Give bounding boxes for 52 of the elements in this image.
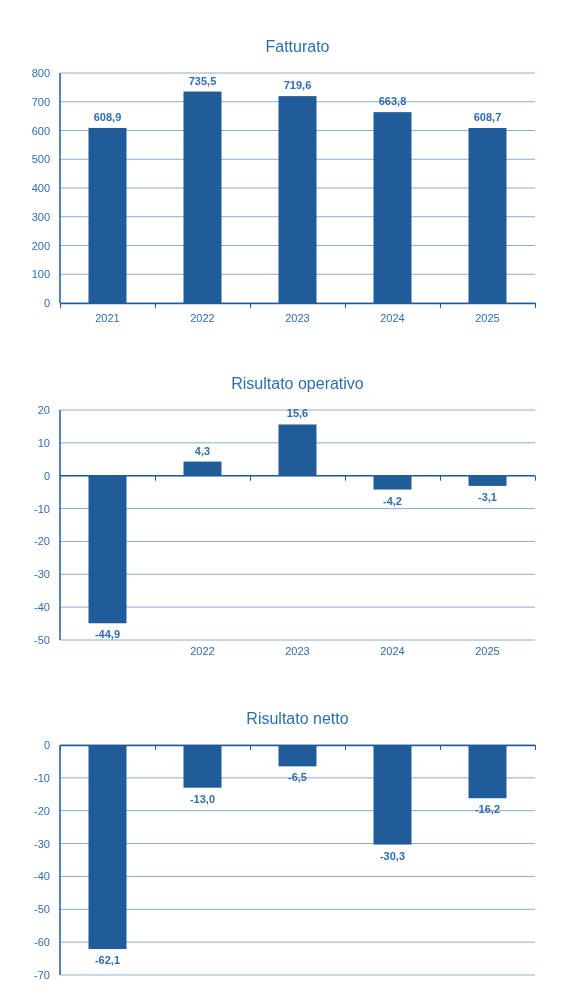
y-tick-label: 200	[31, 239, 50, 252]
y-tick-label: -40	[34, 870, 50, 883]
y-tick-label: -30	[34, 837, 50, 850]
data-label: -30,3	[379, 849, 406, 862]
x-tick-label: 2023	[285, 645, 310, 657]
y-tick-label: 0	[43, 297, 50, 309]
y-tick-label: 100	[31, 268, 50, 281]
x-tick-label: 2024	[380, 645, 405, 657]
chart-title: Risultato netto	[246, 710, 349, 727]
y-tick-label: -60	[34, 936, 50, 949]
y-tick-label: 0	[43, 739, 50, 751]
x-tick-label: 2023	[285, 312, 310, 324]
data-label: -62,1	[94, 954, 121, 967]
data-label: 719,6	[283, 79, 312, 92]
x-tick-label: 2021	[95, 312, 120, 324]
data-label: 15,6	[286, 407, 309, 420]
y-tick-label: -10	[34, 502, 50, 515]
y-tick-label: -20	[34, 804, 50, 817]
x-tick-label: 2022	[190, 645, 215, 657]
chart-title: Risultato operativo	[231, 375, 364, 392]
y-tick-label: -50	[34, 903, 50, 916]
data-label: 608,7	[473, 111, 502, 123]
data-label: -3,1	[478, 490, 497, 503]
x-tick-label: 2024	[380, 312, 405, 324]
data-label: -44,9	[94, 628, 121, 641]
y-tick-label: 500	[31, 153, 50, 166]
data-label: 735,5	[188, 74, 217, 87]
y-tick-label: 700	[31, 95, 50, 108]
data-label: -6,5	[288, 771, 307, 784]
y-tick-label: -40	[34, 601, 50, 614]
data-label: -13,0	[189, 792, 216, 805]
y-tick-label: -10	[34, 771, 50, 784]
y-tick-label: 0	[43, 469, 50, 482]
y-tick-label: 600	[31, 124, 50, 137]
y-tick-label: 10	[37, 436, 50, 449]
y-tick-label: 20	[37, 404, 50, 416]
data-label: 4,3	[194, 444, 211, 457]
chart-title: Fatturato	[265, 38, 330, 55]
data-label: -16,2	[474, 803, 501, 816]
y-tick-label: -30	[34, 568, 50, 581]
x-tick-label: 2022	[190, 312, 215, 324]
y-tick-label: -20	[34, 535, 50, 548]
y-tick-label: 800	[31, 67, 50, 79]
data-label: 608,9	[93, 110, 122, 123]
x-tick-label: 2025	[475, 645, 500, 657]
y-tick-label: 400	[31, 182, 50, 194]
data-label: 663,8	[378, 95, 407, 108]
y-tick-label: -70	[34, 969, 50, 981]
x-tick-label: 2025	[475, 312, 500, 324]
y-tick-label: 300	[31, 210, 50, 223]
y-tick-label: -50	[34, 634, 50, 646]
data-label: -4,2	[383, 494, 402, 507]
